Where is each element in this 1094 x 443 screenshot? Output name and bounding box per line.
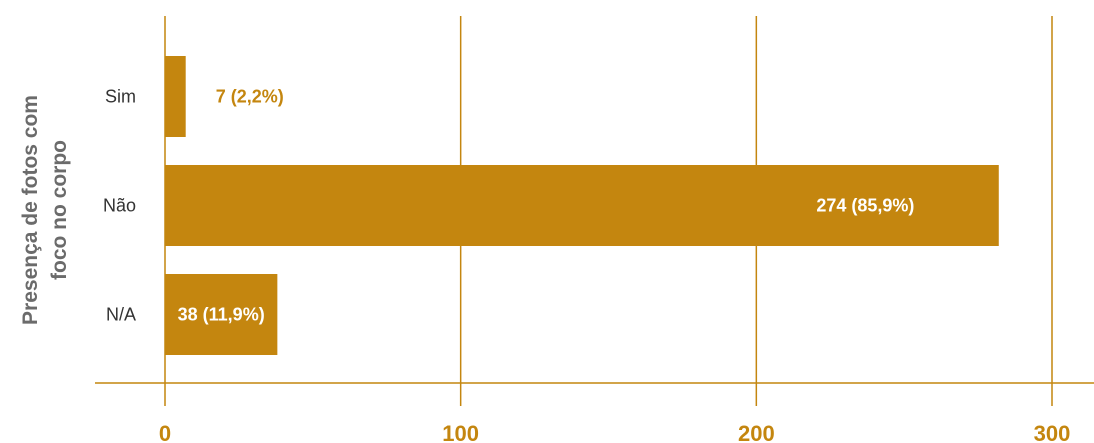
- category-label-2: N/A: [106, 305, 136, 325]
- data-label-0: 7 (2,2%): [216, 87, 284, 107]
- x-tick-label-100: 100: [442, 421, 479, 443]
- bar-layer: [165, 56, 999, 355]
- label-layer: 0 100 200 300 Sim 7 (2,2%) Não 274 (85,9%) N/A 38…: [103, 87, 1070, 443]
- y-axis-title-line-1: Presença de fotos com: [19, 95, 42, 325]
- x-tick-label-0: 0: [159, 421, 171, 443]
- data-label-1: 274 (85,9%): [816, 196, 914, 216]
- bar-n-o: [165, 165, 999, 246]
- bar-n-a: [165, 274, 278, 355]
- category-label-0: Sim: [105, 87, 136, 107]
- x-tick-label-300: 300: [1034, 421, 1071, 443]
- bar-sim: [165, 56, 186, 137]
- data-label-2: 38 (11,9%): [178, 305, 265, 325]
- x-tick-label-200: 200: [738, 421, 775, 443]
- y-axis-title-line-2: foco no corpo: [48, 140, 71, 280]
- category-label-1: Não: [103, 196, 136, 216]
